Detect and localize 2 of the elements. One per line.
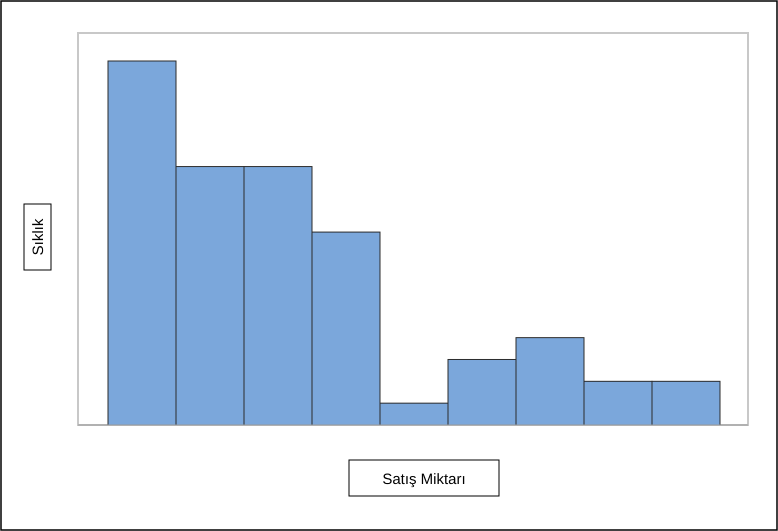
x-axis-title: Satış Miktarı <box>382 471 466 488</box>
y-axis-title: Sıklık <box>30 218 47 256</box>
